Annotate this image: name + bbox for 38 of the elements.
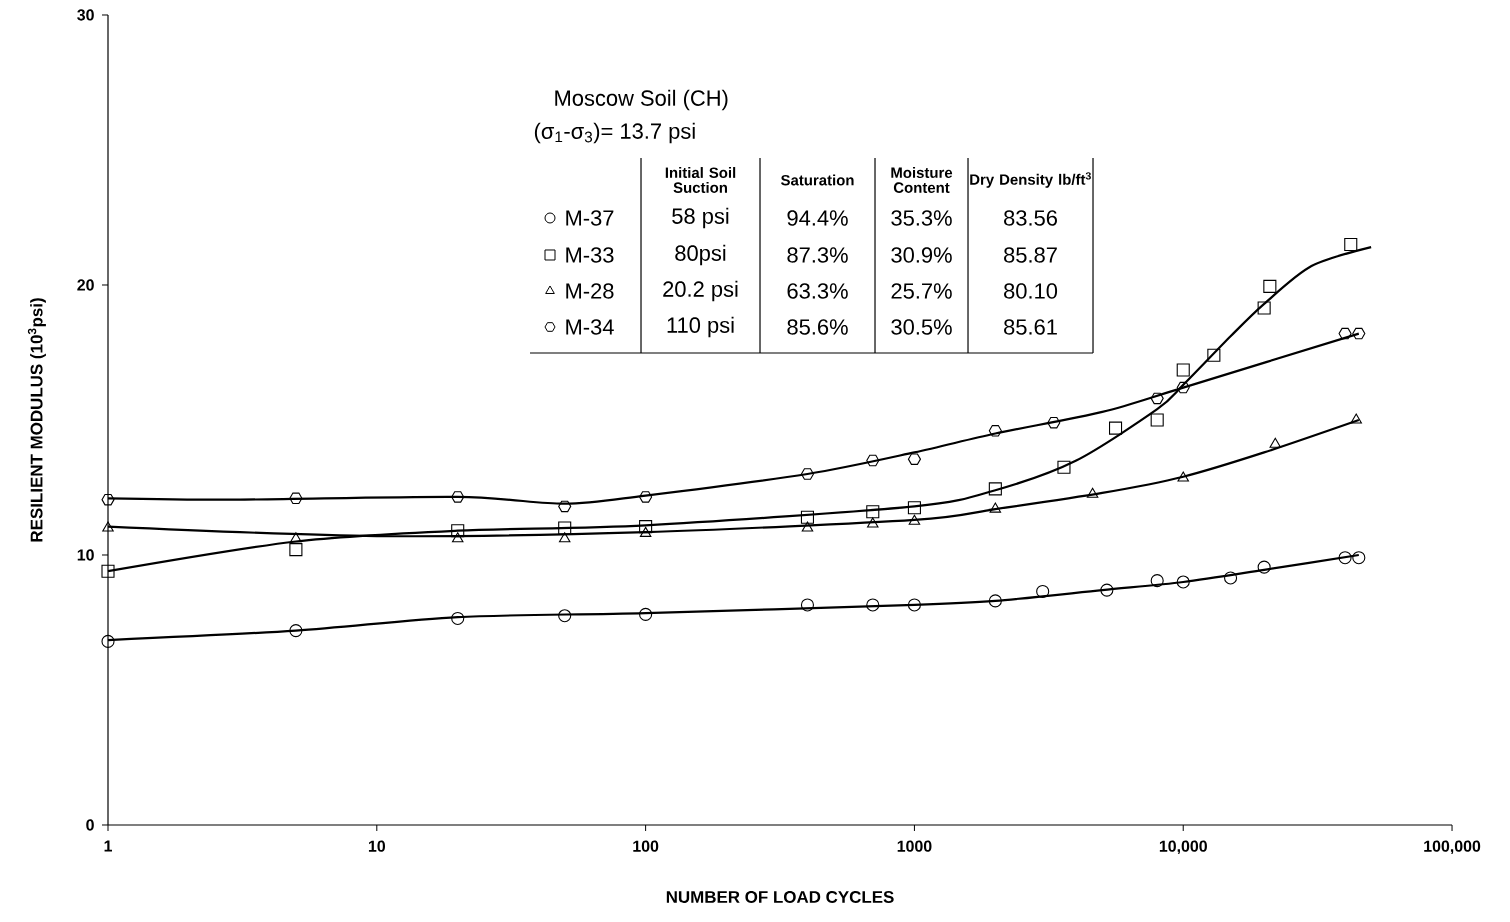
annotation: 83.56 bbox=[1004, 210, 1057, 226]
y-tick-label: 20 bbox=[77, 279, 94, 291]
annotation: (σ$_{1}$-σ$_{3}$)= 13.7 psi bbox=[534, 122, 695, 144]
annotation: 25.7% bbox=[891, 283, 952, 299]
annotation: 58 psi bbox=[672, 207, 729, 229]
annotation: Saturation bbox=[781, 174, 854, 186]
annotation: 85.61 bbox=[1004, 319, 1057, 335]
x-axis-title: NUMBER OF LOAD CYCLES bbox=[666, 890, 894, 903]
annotation: Initial Soil Suction bbox=[665, 167, 736, 193]
legend-label: M-37 bbox=[566, 210, 614, 226]
legend-label: M-28 bbox=[566, 283, 614, 299]
x-tick-label: 10,000 bbox=[1159, 840, 1207, 855]
x-tick-label: 100 bbox=[633, 840, 659, 852]
annotation: 85.6% bbox=[787, 319, 848, 335]
annotation: 20.2 psi bbox=[663, 280, 738, 302]
y-tick-label: 30 bbox=[77, 9, 94, 21]
annotation: 80.10 bbox=[1004, 283, 1058, 299]
x-tick-label: 100,000 bbox=[1424, 840, 1481, 855]
annotation: 30.9% bbox=[891, 247, 952, 263]
x-tick-label: 10 bbox=[368, 840, 386, 852]
x-tick-label: 1 bbox=[104, 840, 112, 852]
annotation: 110 psi bbox=[667, 316, 734, 338]
annotation: Moisture Content bbox=[891, 167, 953, 193]
annotation: 80psi bbox=[675, 244, 726, 266]
x-tick-label: 1000 bbox=[897, 840, 932, 852]
annotation: 94.4% bbox=[787, 210, 848, 226]
annotation: Moscow Soil (CH) bbox=[555, 89, 728, 111]
annotation: 63.3% bbox=[787, 283, 848, 299]
y-tick-label: 0 bbox=[86, 819, 94, 831]
annotation: 87.3% bbox=[787, 247, 848, 263]
legend-label: M-34 bbox=[566, 319, 614, 335]
legend-label: M-33 bbox=[566, 247, 614, 263]
annotation: 30.5% bbox=[891, 319, 952, 335]
annotation: 35.3% bbox=[891, 210, 952, 226]
y-axis-title: RESILIENT MODULUS (10$^{3}$psi) bbox=[27, 298, 46, 542]
annotation: 85.87 bbox=[1004, 247, 1057, 263]
y-tick-label: 10 bbox=[77, 549, 94, 561]
annotation: Dry Density lb/ft$^{3}$ bbox=[970, 172, 1091, 188]
